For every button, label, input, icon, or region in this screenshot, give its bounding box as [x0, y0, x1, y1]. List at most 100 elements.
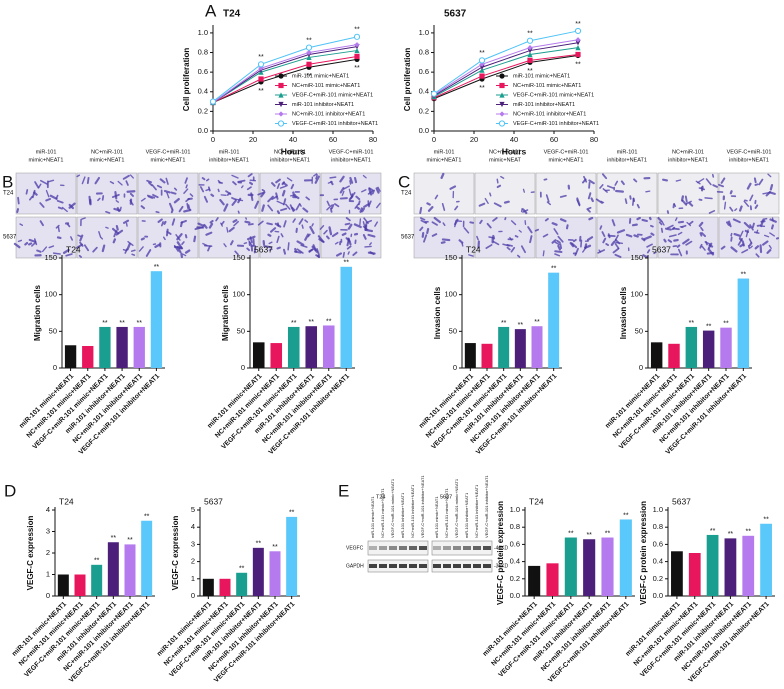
cell	[129, 199, 134, 206]
significance: **	[154, 264, 160, 271]
y-tick-label: 0.2	[510, 574, 520, 583]
cell	[56, 199, 64, 204]
cell	[706, 251, 715, 255]
cell	[33, 238, 38, 246]
cell	[225, 190, 232, 195]
cell	[688, 220, 694, 225]
point	[306, 49, 312, 56]
bar	[202, 578, 214, 596]
y-tick-label: 0.0	[510, 591, 520, 600]
blot-membrane	[431, 559, 493, 573]
cell	[24, 241, 29, 246]
cell	[600, 200, 605, 204]
cell	[17, 239, 23, 243]
cell	[492, 217, 498, 222]
cell	[263, 245, 272, 249]
cell	[554, 250, 563, 254]
chart-title: 5637	[204, 496, 223, 506]
cell	[551, 239, 557, 244]
cell	[677, 231, 683, 236]
cell	[29, 195, 33, 201]
cell	[362, 234, 367, 240]
cell	[744, 199, 748, 202]
cell	[527, 226, 533, 234]
cell	[281, 181, 286, 186]
bar	[742, 535, 755, 596]
chart-title: T24	[223, 9, 241, 20]
significance: **	[102, 320, 108, 327]
cell	[181, 241, 185, 245]
cell	[276, 210, 280, 215]
bar	[124, 544, 136, 596]
cell	[228, 226, 235, 233]
cell	[743, 221, 751, 229]
y-axis-label: Migration cells	[221, 284, 230, 341]
cell	[595, 198, 603, 204]
cell	[117, 180, 123, 186]
column-header: miR-101	[219, 149, 240, 155]
cell	[184, 234, 188, 239]
bar	[601, 537, 614, 596]
cell	[77, 234, 82, 238]
band-label: VEGFC	[346, 545, 364, 551]
cell	[749, 224, 754, 231]
cell	[496, 178, 499, 184]
cell	[301, 224, 304, 229]
cell	[486, 222, 492, 229]
cell	[111, 193, 120, 198]
y-axis-label: Invasion cells	[433, 286, 442, 339]
micrograph	[657, 172, 719, 215]
legend-label: VEGF-C+miR-101 inhibitor+NEAT1	[513, 121, 599, 127]
y-tick-label: 1.0	[198, 28, 208, 37]
cell	[522, 208, 528, 215]
y-tick-label: 0.6	[510, 539, 520, 548]
cell	[39, 220, 44, 227]
cell	[352, 251, 358, 257]
cell	[184, 249, 191, 254]
cell	[376, 202, 381, 209]
chart-title: T24	[529, 496, 544, 506]
y-tick-label: 0.8	[510, 522, 520, 531]
bar	[219, 578, 231, 596]
cell	[576, 199, 581, 207]
cell	[125, 222, 128, 227]
panel-label: E	[338, 481, 349, 500]
significance: **	[127, 537, 133, 544]
cell	[62, 248, 70, 255]
cell	[442, 222, 446, 227]
cell	[565, 224, 569, 230]
cell	[771, 224, 774, 230]
cell	[99, 236, 104, 240]
row-label: T24	[401, 191, 412, 197]
x-tick-label: 80	[369, 135, 377, 144]
y-tick-label: 0.4	[419, 87, 429, 96]
cell	[205, 231, 213, 236]
significance: **	[354, 65, 360, 72]
cell	[300, 244, 308, 248]
cell	[544, 218, 549, 222]
cell	[666, 210, 670, 214]
chart-title: T24	[66, 244, 81, 254]
cell	[509, 236, 512, 241]
cell	[131, 253, 136, 256]
cell	[587, 209, 591, 213]
y-tick-label: 0	[191, 591, 195, 600]
band	[379, 546, 387, 550]
cell	[52, 252, 61, 255]
cell	[681, 199, 688, 206]
lane-label: VEGF-C+miR-101 inhibitor+NEAT1	[420, 475, 425, 538]
cell	[767, 173, 772, 178]
cell	[699, 243, 703, 249]
cell	[730, 236, 733, 242]
column-header: NC+miR-101	[672, 149, 704, 155]
cell	[343, 185, 350, 190]
cell	[267, 233, 272, 237]
cell	[650, 232, 655, 236]
bar	[548, 272, 560, 368]
cell	[183, 208, 192, 213]
cell	[237, 197, 242, 204]
y-tick-label: 3	[46, 526, 50, 535]
cell	[267, 204, 274, 212]
cell	[520, 207, 523, 213]
column-header: NC+miR-101	[91, 149, 123, 155]
